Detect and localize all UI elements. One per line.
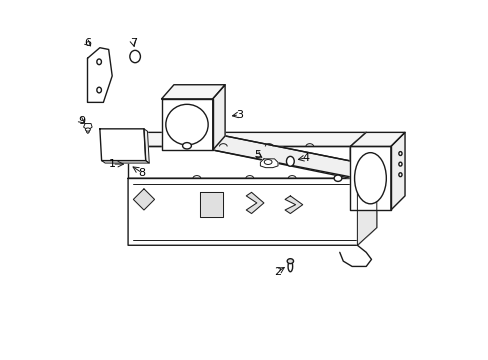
Polygon shape xyxy=(357,178,376,245)
Polygon shape xyxy=(128,178,376,245)
Text: 8: 8 xyxy=(138,168,145,178)
Ellipse shape xyxy=(354,153,386,204)
Text: 2: 2 xyxy=(274,267,281,277)
Ellipse shape xyxy=(85,128,90,131)
Text: 9: 9 xyxy=(78,116,85,126)
Polygon shape xyxy=(212,85,224,150)
Polygon shape xyxy=(260,159,278,168)
Polygon shape xyxy=(161,85,224,99)
Ellipse shape xyxy=(130,50,140,63)
Text: 4: 4 xyxy=(302,153,309,163)
Ellipse shape xyxy=(182,143,191,149)
Polygon shape xyxy=(285,196,302,213)
Ellipse shape xyxy=(333,175,341,181)
Polygon shape xyxy=(128,147,349,178)
Ellipse shape xyxy=(97,59,101,65)
Text: 6: 6 xyxy=(84,38,91,48)
Polygon shape xyxy=(390,132,404,210)
Ellipse shape xyxy=(97,87,101,93)
Text: 1: 1 xyxy=(108,159,116,169)
Ellipse shape xyxy=(165,104,208,145)
Ellipse shape xyxy=(398,162,401,166)
Polygon shape xyxy=(212,136,366,178)
Text: 3: 3 xyxy=(235,110,242,120)
Polygon shape xyxy=(200,192,223,217)
Polygon shape xyxy=(349,132,366,178)
Polygon shape xyxy=(100,129,145,161)
Text: 7: 7 xyxy=(129,38,137,48)
Ellipse shape xyxy=(264,159,271,165)
Polygon shape xyxy=(246,192,264,213)
Polygon shape xyxy=(133,189,154,210)
Polygon shape xyxy=(161,99,212,150)
Ellipse shape xyxy=(286,259,293,264)
Polygon shape xyxy=(87,48,112,102)
Polygon shape xyxy=(349,132,404,147)
Ellipse shape xyxy=(287,261,292,272)
Polygon shape xyxy=(128,132,366,147)
Polygon shape xyxy=(349,147,390,210)
Polygon shape xyxy=(102,161,149,163)
Polygon shape xyxy=(83,123,92,134)
Ellipse shape xyxy=(398,152,401,156)
Text: 5: 5 xyxy=(254,150,261,159)
Ellipse shape xyxy=(398,173,401,177)
Ellipse shape xyxy=(286,156,294,166)
Polygon shape xyxy=(143,129,149,163)
